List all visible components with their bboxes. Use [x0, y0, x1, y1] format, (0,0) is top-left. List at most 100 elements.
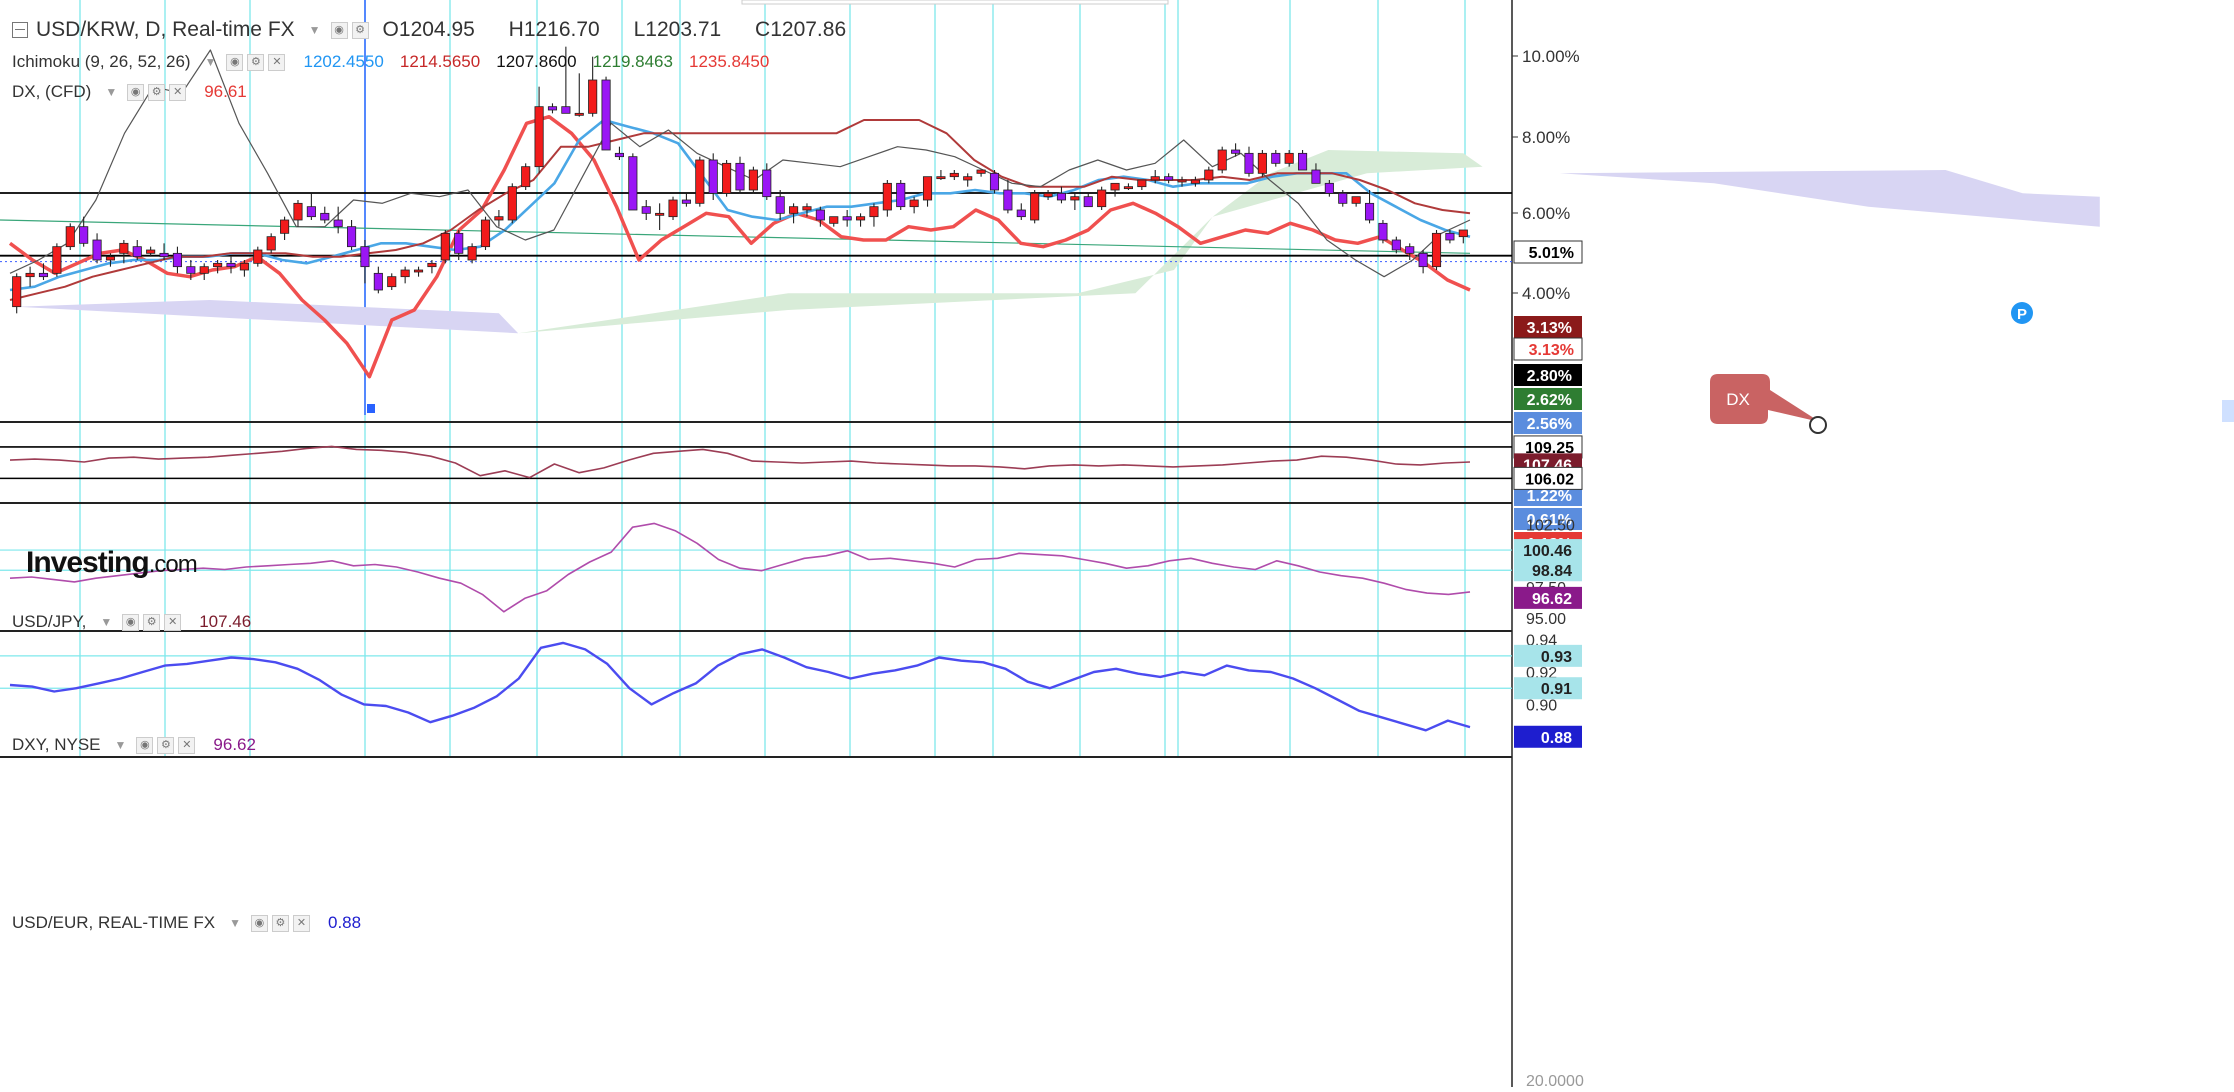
- ohlc-high: H1216.70: [509, 18, 614, 41]
- candle-93: [1257, 152, 1267, 174]
- ichimoku-value-3: 1219.8463: [592, 52, 673, 71]
- candle-30: [413, 269, 424, 273]
- chevron-down-icon[interactable]: ▼: [204, 55, 217, 69]
- cloud-bearish-left: [16, 300, 519, 334]
- close-icon[interactable]: ✕: [164, 613, 182, 631]
- candle-81: [1097, 189, 1107, 208]
- main-badge-9: 0.61%: [1527, 512, 1572, 529]
- candle-70: [949, 172, 959, 178]
- candle-4: [65, 226, 75, 248]
- chevron-down-icon[interactable]: ▼: [229, 916, 241, 930]
- candles-layer: [12, 46, 1468, 314]
- gear-icon[interactable]: ⚙: [148, 83, 166, 101]
- candle-103: [1391, 239, 1401, 251]
- dxy-badge-2-bg: [1514, 586, 1582, 609]
- p-marker-label: P: [2017, 306, 2027, 323]
- ohlc-low: L1203.71: [634, 18, 736, 41]
- candle-39: [534, 106, 544, 168]
- collapse-icon[interactable]: [12, 22, 28, 38]
- chevron-down-icon[interactable]: ▼: [114, 738, 127, 752]
- candle-83: [1123, 186, 1133, 190]
- main-badge-0-border: [1513, 240, 1583, 264]
- candle-36: [494, 216, 504, 221]
- candle-66: [896, 182, 906, 208]
- candle-59: [802, 206, 812, 211]
- candle-76: [1030, 192, 1040, 221]
- usdeur-title[interactable]: USD/EUR, REAL-TIME FX: [12, 913, 216, 932]
- chevron-down-icon[interactable]: ▼: [105, 85, 118, 99]
- chevron-down-icon[interactable]: ▼: [308, 23, 321, 37]
- series-layer: [0, 49, 1512, 732]
- close-icon[interactable]: ✕: [268, 53, 286, 71]
- candle-107: [1445, 232, 1455, 241]
- usdeur-badge-2: 0.88: [1541, 730, 1572, 747]
- candle-100: [1351, 196, 1361, 204]
- dx-title[interactable]: DX, (CFD): [12, 82, 92, 101]
- candle-38: [521, 166, 531, 188]
- top-stub: [741, 0, 1169, 5]
- candle-54: [735, 162, 745, 191]
- main-tick-label-3: 4.00%: [1522, 284, 1570, 303]
- candle-31: [427, 262, 437, 268]
- cloud-bearish-right: [1559, 170, 2100, 227]
- close-icon[interactable]: ✕: [178, 736, 196, 754]
- candle-44: [601, 79, 611, 151]
- candle-27: [373, 272, 383, 291]
- ichimoku-value-1: 1214.5650: [399, 52, 481, 71]
- close-icon[interactable]: ✕: [169, 83, 187, 101]
- usdeur-badge-0: 0.93: [1541, 649, 1572, 666]
- candle-40: [547, 106, 558, 111]
- open-label: O: [382, 18, 399, 41]
- candle-8: [119, 242, 129, 254]
- gear-icon[interactable]: ⚙: [143, 613, 161, 631]
- candle-55: [748, 169, 758, 191]
- candle-34: [467, 246, 477, 261]
- eye-icon[interactable]: ◉: [127, 83, 145, 101]
- eye-icon[interactable]: ◉: [122, 613, 140, 631]
- main-badge-3-bg: [1514, 364, 1582, 386]
- dxy-tick-label-2: 95.00: [1526, 611, 1566, 628]
- ichimoku-value-0: 1202.4550: [303, 52, 384, 71]
- candle-84: [1137, 179, 1147, 188]
- candle-15: [213, 262, 223, 268]
- candle-17: [239, 262, 249, 271]
- close-value: 1207.86: [770, 18, 847, 41]
- eye-icon[interactable]: ◉: [226, 53, 244, 71]
- candle-60: [815, 209, 825, 221]
- chevron-down-icon[interactable]: ▼: [100, 615, 113, 629]
- candle-86: [1164, 176, 1174, 181]
- series-kijun-line: [9, 119, 1471, 301]
- candle-6: [92, 239, 102, 261]
- main-legend: USD/KRW, D, Real-time FX ▼ ◉ ⚙ O1204.95 H…: [12, 18, 874, 42]
- candle-98: [1324, 182, 1334, 194]
- scroll-stub: [2222, 400, 2234, 422]
- dxy-tick-label-0: 102.50: [1526, 518, 1575, 535]
- usdjpy-title[interactable]: USD/JPY,: [12, 612, 87, 631]
- candle-26: [360, 246, 370, 268]
- eye-icon[interactable]: ◉: [136, 736, 154, 754]
- high-label: H: [508, 18, 524, 41]
- usdeur-value: 0.88: [327, 913, 362, 932]
- open-value: 1204.95: [398, 18, 475, 41]
- main-badge-5-bg: [1514, 412, 1582, 434]
- close-icon[interactable]: ✕: [292, 914, 310, 932]
- eye-icon[interactable]: ◉: [250, 914, 268, 932]
- candle-33: [454, 232, 464, 254]
- gear-icon[interactable]: ⚙: [157, 736, 175, 754]
- candle-80: [1083, 196, 1093, 208]
- symbol-title[interactable]: USD/KRW, D, Real-time FX: [36, 18, 295, 41]
- gear-icon[interactable]: ⚙: [271, 914, 289, 932]
- candle-104: [1405, 246, 1415, 254]
- candle-58: [789, 206, 799, 214]
- eye-icon[interactable]: ◉: [330, 21, 348, 39]
- dxy-title[interactable]: DXY, NYSE: [12, 735, 101, 754]
- usdjpy-badge-2: 106.02: [1525, 471, 1574, 488]
- candle-10: [146, 249, 156, 254]
- candle-87: [1177, 179, 1187, 183]
- candle-56: [762, 169, 772, 198]
- candle-47: [641, 206, 651, 214]
- ichimoku-title[interactable]: Ichimoku (9, 26, 52, 26): [12, 52, 191, 71]
- gear-icon[interactable]: ⚙: [351, 21, 369, 39]
- gear-icon[interactable]: ⚙: [247, 53, 265, 71]
